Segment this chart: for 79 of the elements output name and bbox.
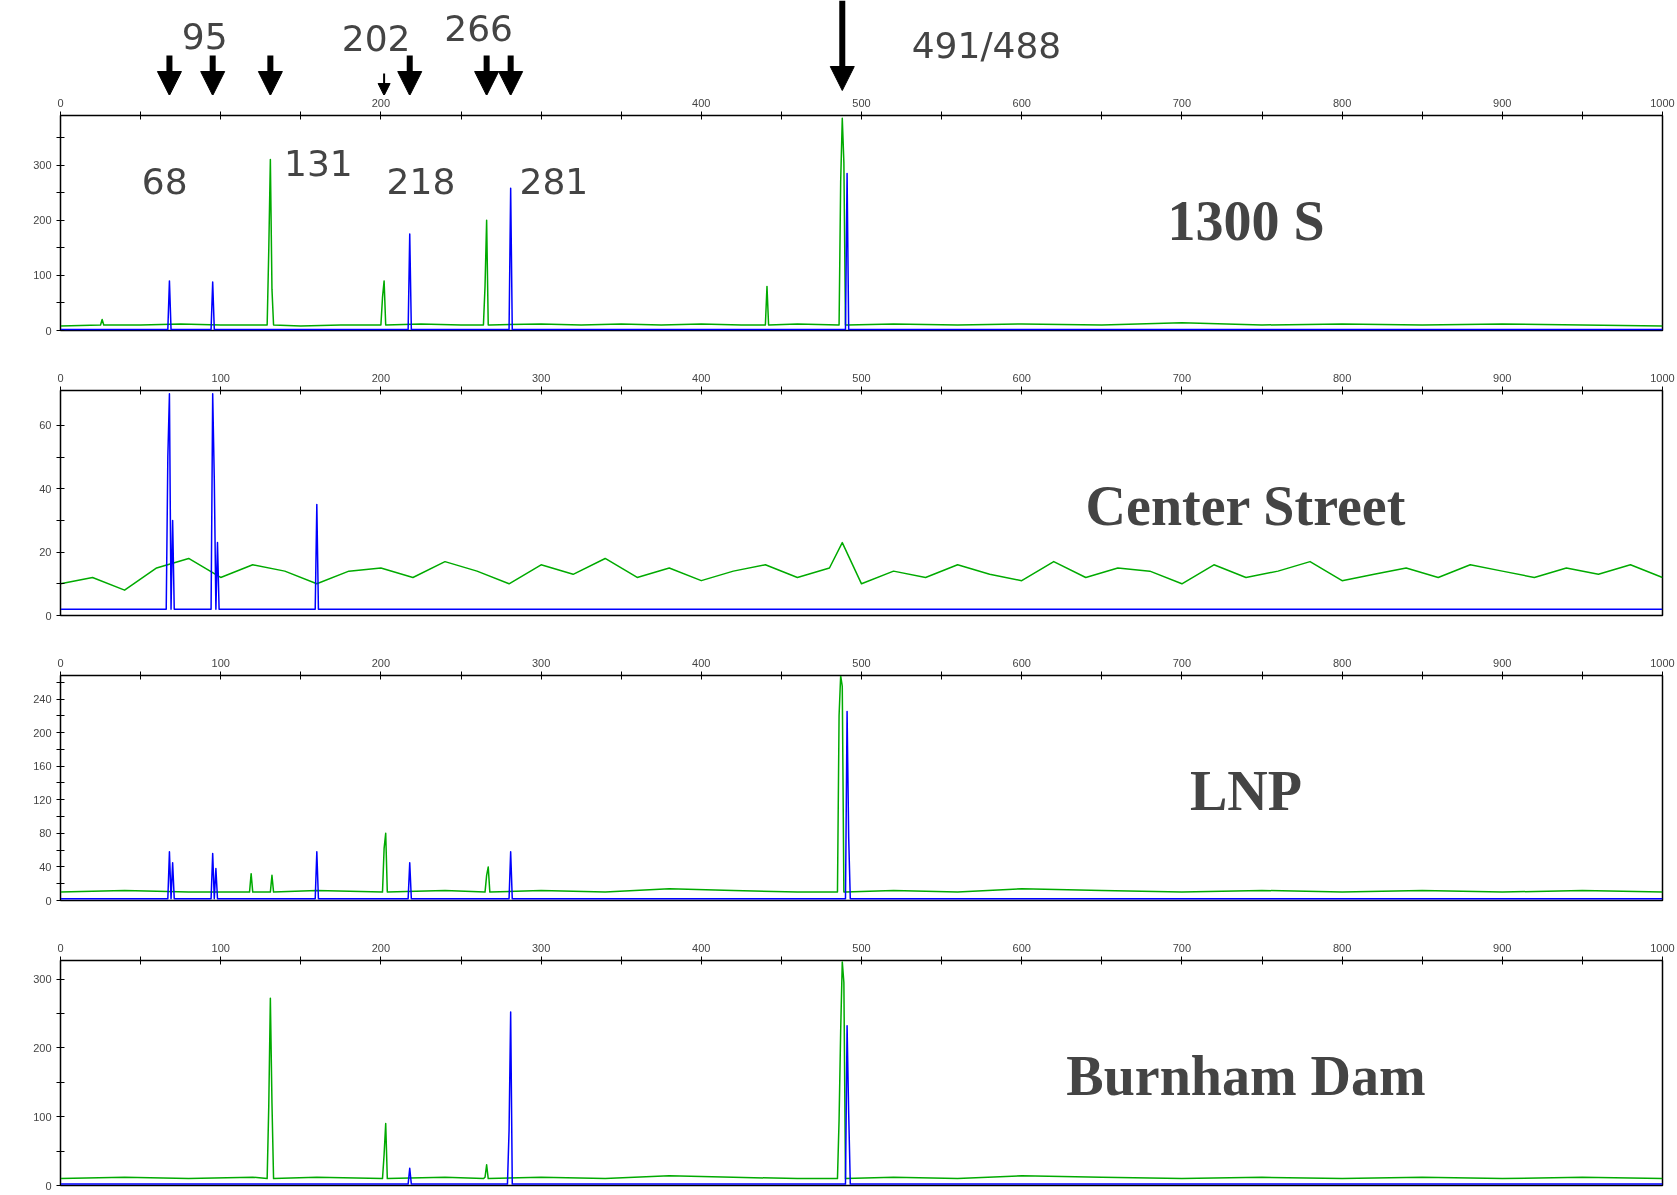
annotation: 281 — [519, 160, 589, 202]
text: LNP — [1189, 759, 1302, 822]
x-tick-label: 700 — [1172, 96, 1192, 109]
x-tick-label: 800 — [1332, 371, 1352, 384]
x-tick-label: 500 — [852, 941, 871, 954]
x-tick-label: 600 — [1012, 941, 1031, 954]
y-tick-label: 60 — [39, 419, 52, 432]
x-tick-label: 400 — [692, 96, 711, 109]
y-tick-label: 240 — [33, 693, 52, 706]
x-tick-label: 500 — [852, 371, 871, 384]
annotation: 131 — [284, 142, 353, 184]
line-series — [60, 541, 1663, 591]
x-tick-label: 600 — [1012, 656, 1031, 669]
x-tick-label: 200 — [371, 96, 391, 109]
x-tick-label: 700 — [1172, 656, 1192, 669]
y-tick-label: 120 — [33, 793, 52, 806]
x-tick-label: 100 — [211, 371, 230, 384]
y-tick-label: 20 — [39, 546, 52, 559]
x-tick-label: 900 — [1493, 96, 1512, 109]
x-tick-label: 600 — [1012, 96, 1031, 109]
x-tick-label: 300 — [531, 941, 551, 954]
x-tick-label: 0 — [57, 371, 64, 384]
text: 1300 S — [1167, 189, 1325, 252]
y-tick-label: 100 — [33, 269, 52, 282]
text: Burnham Dam — [1066, 1044, 1426, 1107]
y-tick-label: 160 — [33, 760, 52, 773]
text: 266 — [444, 7, 513, 49]
text: 202 — [341, 17, 411, 59]
line-series — [60, 1011, 1663, 1185]
y-tick-label: 40 — [39, 860, 52, 873]
x-tick-label: 1000 — [1650, 941, 1675, 954]
y-tick-label: 100 — [33, 1110, 52, 1123]
annotation: 218 — [386, 160, 456, 202]
x-tick-label: 300 — [531, 371, 551, 384]
y-tick-label: 0 — [45, 324, 52, 337]
x-tick-label: 500 — [852, 96, 871, 109]
line-series — [60, 117, 1663, 327]
text: 491/488 — [911, 25, 1062, 66]
y-tick-label: 0 — [45, 1179, 52, 1192]
y-tick-label: 0 — [45, 609, 52, 622]
x-tick-label: 1000 — [1650, 656, 1675, 669]
line-series — [60, 392, 1663, 610]
text: Center Street — [1085, 474, 1406, 537]
line-series — [60, 961, 1663, 1180]
y-tick-label: 200 — [33, 1041, 52, 1054]
y-tick-label: 200 — [33, 214, 52, 227]
x-tick-label: 400 — [692, 371, 711, 384]
x-tick-label: 800 — [1332, 96, 1352, 109]
x-tick-label: 900 — [1493, 941, 1512, 954]
y-tick-label: 200 — [33, 726, 52, 739]
x-tick-label: 100 — [211, 941, 230, 954]
x-tick-label: 200 — [371, 941, 391, 954]
x-tick-label: 500 — [852, 656, 871, 669]
x-tick-label: 600 — [1012, 371, 1031, 384]
x-tick-label: 0 — [57, 656, 64, 669]
x-tick-label: 700 — [1172, 371, 1192, 384]
y-tick-label: 80 — [39, 827, 52, 840]
x-tick-label: 0 — [57, 941, 64, 954]
x-tick-label: 800 — [1332, 941, 1352, 954]
x-tick-label: 700 — [1172, 941, 1192, 954]
x-tick-label: 900 — [1493, 656, 1512, 669]
x-tick-label: 200 — [371, 371, 391, 384]
annotation: 68 — [141, 160, 188, 202]
y-tick-label: 40 — [39, 482, 52, 495]
x-tick-label: 300 — [531, 656, 551, 669]
x-tick-label: 900 — [1493, 371, 1512, 384]
x-tick-label: 100 — [211, 656, 230, 669]
x-tick-label: 400 — [692, 941, 711, 954]
x-tick-label: 400 — [692, 656, 711, 669]
y-tick-label: 0 — [45, 894, 52, 907]
x-tick-label: 1000 — [1650, 96, 1675, 109]
y-tick-label: 300 — [33, 973, 52, 986]
x-tick-label: 800 — [1332, 656, 1352, 669]
x-tick-label: 1000 — [1650, 371, 1675, 384]
line-series — [60, 710, 1663, 900]
text: 95 — [181, 15, 228, 57]
x-tick-label: 0 — [57, 96, 64, 109]
y-tick-label: 300 — [33, 159, 52, 172]
x-tick-label: 200 — [371, 656, 391, 669]
